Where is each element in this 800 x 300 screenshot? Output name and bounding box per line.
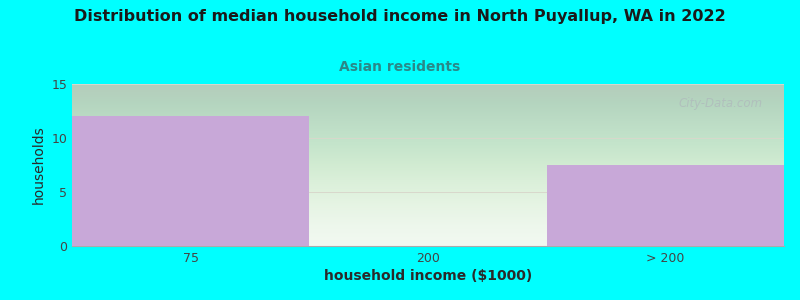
- Y-axis label: households: households: [32, 126, 46, 204]
- Text: Asian residents: Asian residents: [339, 60, 461, 74]
- X-axis label: household income ($1000): household income ($1000): [324, 269, 532, 283]
- Bar: [546, 165, 784, 246]
- Text: Distribution of median household income in North Puyallup, WA in 2022: Distribution of median household income …: [74, 9, 726, 24]
- Bar: [72, 116, 310, 246]
- Text: City-Data.com: City-Data.com: [678, 97, 762, 110]
